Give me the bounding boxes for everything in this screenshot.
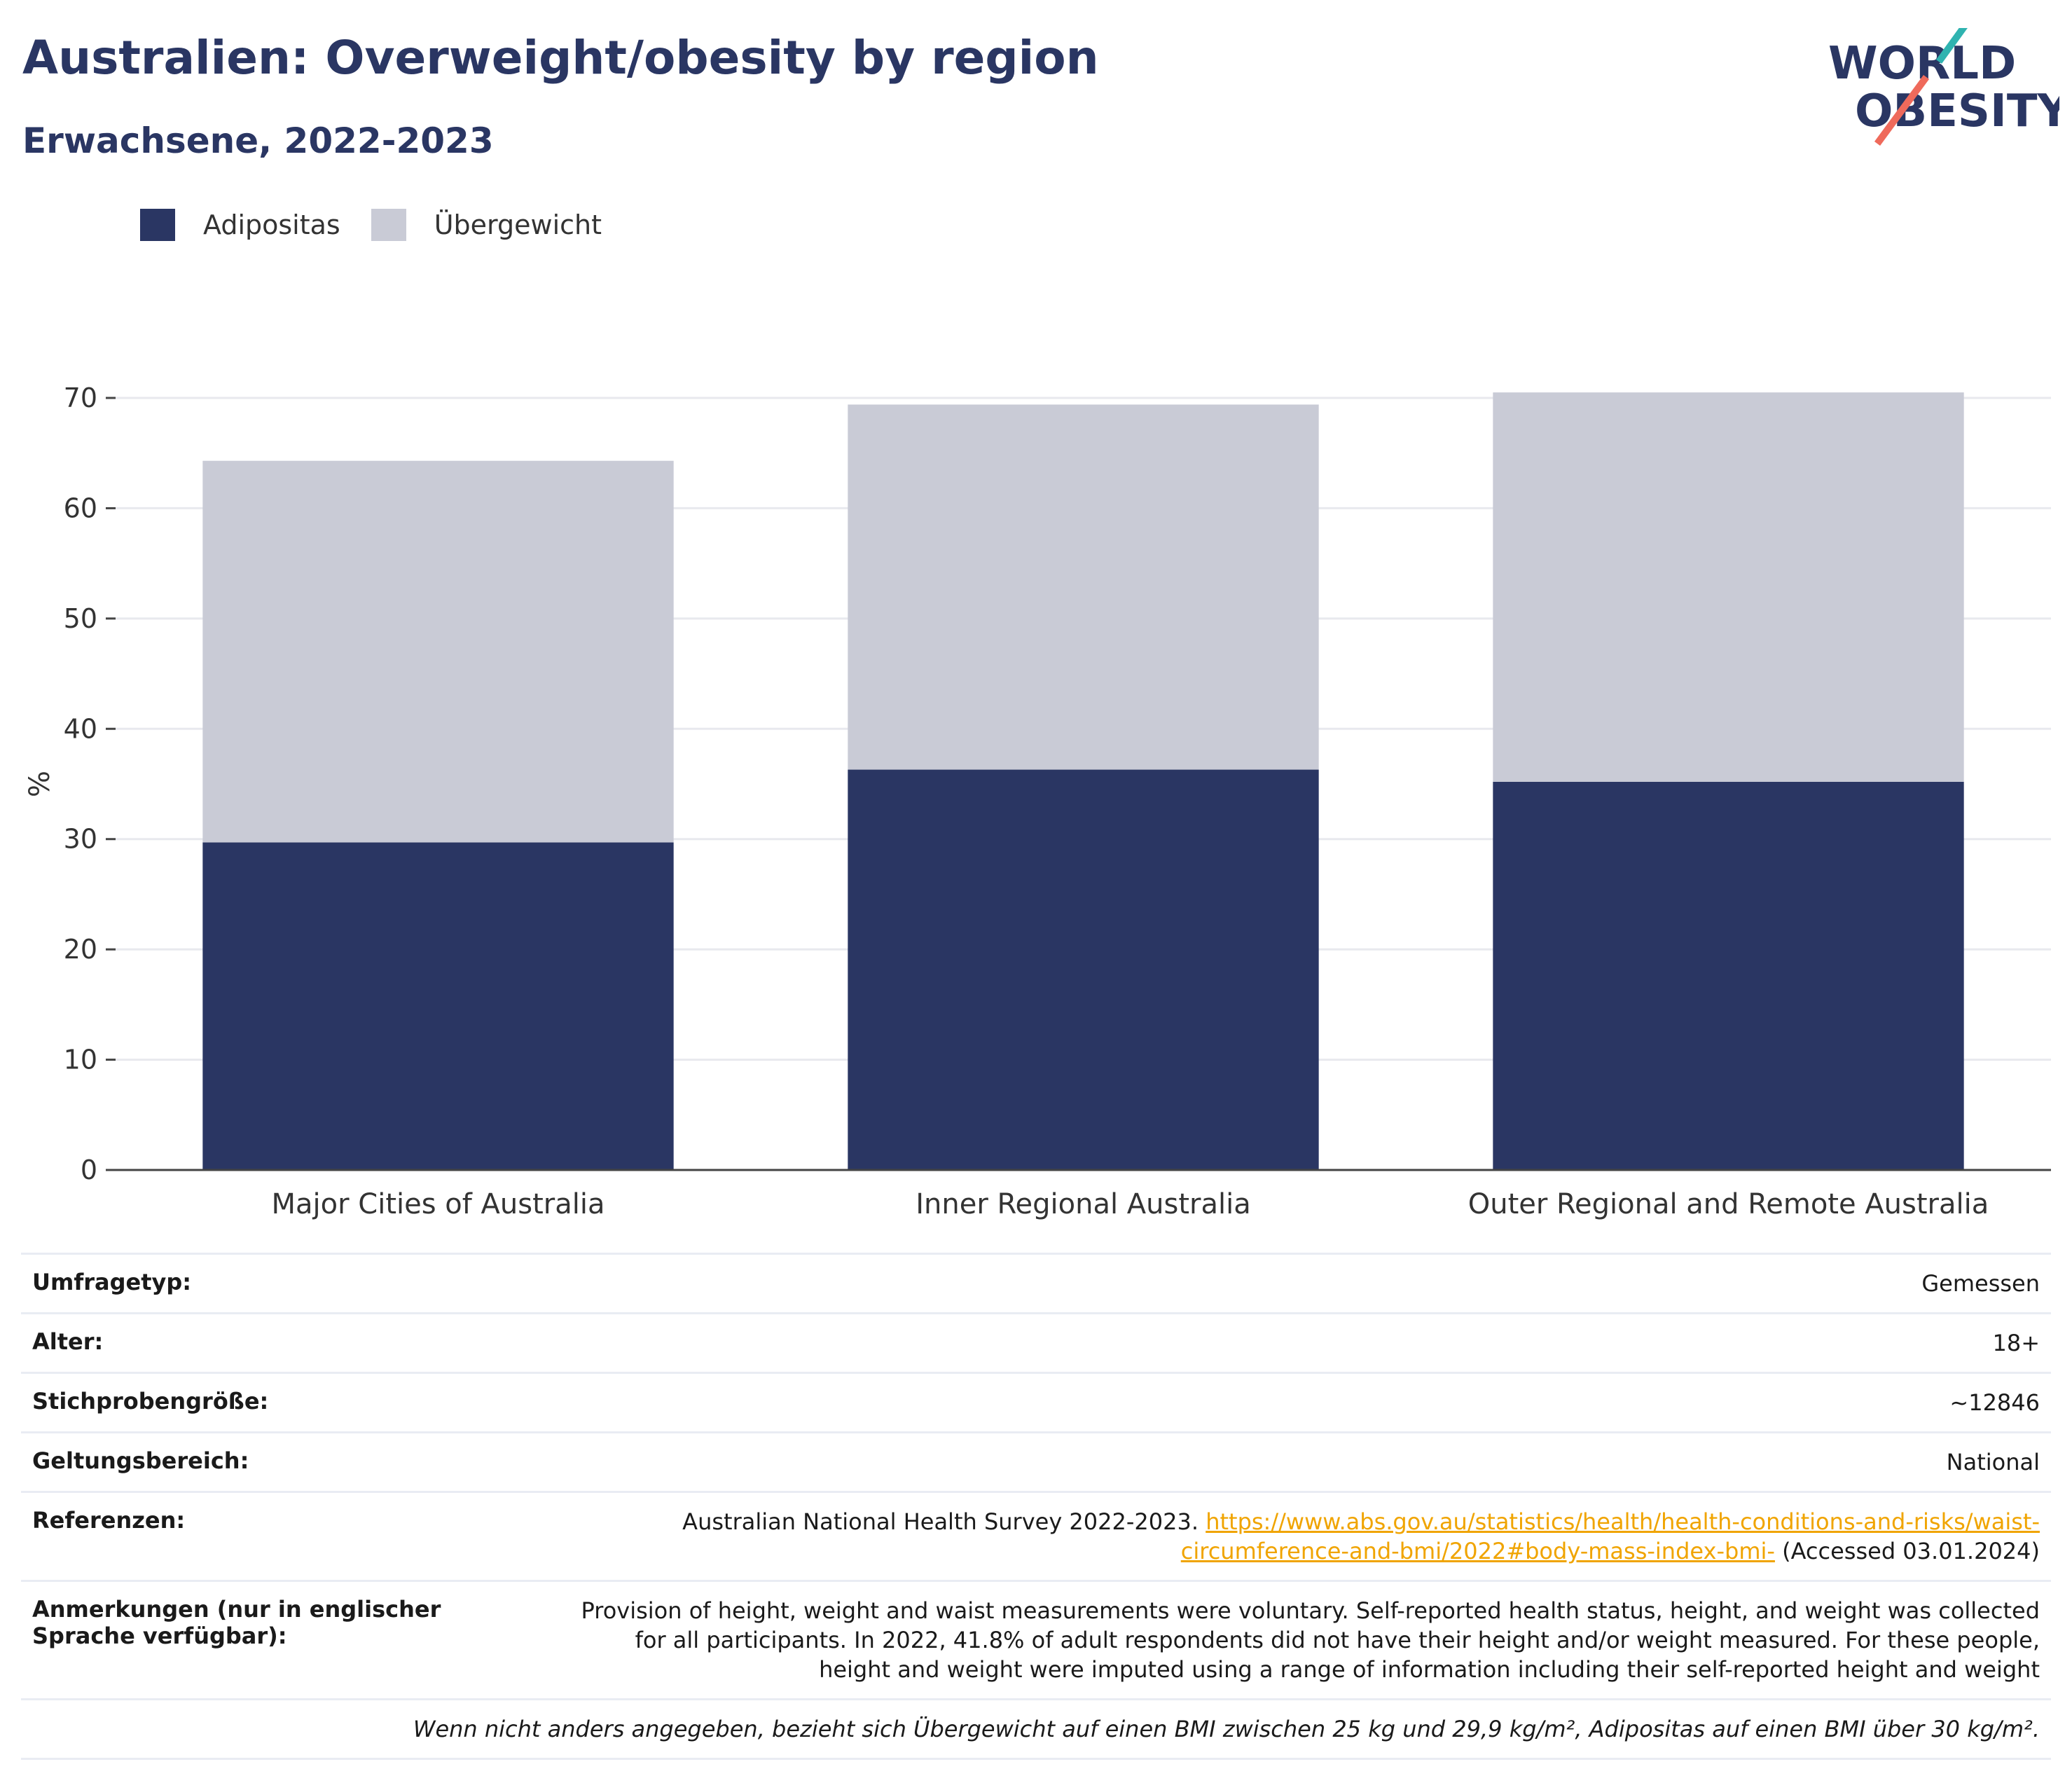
info-value: ~12846 [562, 1372, 2051, 1433]
info-label: Referenzen: [21, 1491, 562, 1581]
reference-accessed: (Accessed 03.01.2024) [1782, 1538, 2040, 1564]
x-tick-label: Inner Regional Australia [916, 1188, 1250, 1220]
info-value: Provision of height, weight and waist me… [562, 1580, 2051, 1700]
bar-adipositas [1493, 781, 1964, 1170]
stacked-bar-chart: 0 10 20 30 40 50 60 70% Major Cities of Australi… [24, 383, 2051, 1220]
chart-title: Australien: Overweight/obesity by region [22, 31, 1099, 85]
y-tick-label: 40 [64, 713, 97, 744]
y-tick-label: 30 [64, 824, 97, 855]
logo-slash-coral [1874, 75, 1930, 146]
info-row-notes: Anmerkungen (nur in englischer Sprache v… [21, 1580, 2051, 1700]
reference-link-line2: circumference-and-bmi/2022#body-mass-ind… [1180, 1538, 1775, 1564]
reference-link-line1: https://www.abs.gov.au/statistics/health… [1206, 1508, 2040, 1535]
bar-adipositas [848, 769, 1319, 1170]
legend-label-adipositas: Adipositas [203, 209, 340, 240]
footnote: Wenn nicht anders angegeben, bezieht sic… [21, 1698, 2051, 1760]
y-tick-label: 50 [64, 603, 97, 634]
info-label: Umfragetyp: [21, 1253, 562, 1314]
y-tick-label: 60 [64, 493, 97, 523]
info-row-footnote: Wenn nicht anders angegeben, bezieht sic… [21, 1698, 2051, 1760]
x-tick-label: Outer Regional and Remote Australia [1468, 1188, 1989, 1220]
legend-item-adipositas[interactable]: Adipositas [140, 209, 340, 241]
bar-uebergewicht [848, 404, 1319, 770]
bar-uebergewicht [1493, 392, 1964, 782]
legend-swatch-uebergewicht [371, 209, 406, 241]
chart-legend: Adipositas Übergewicht [140, 209, 633, 241]
x-tick-label: Major Cities of Australia [272, 1188, 605, 1220]
survey-info-table: Umfragetyp: Gemessen Alter: 18+ Stichpro… [21, 1253, 2051, 1760]
legend-label-uebergewicht: Übergewicht [434, 209, 602, 240]
chart-subtitle: Erwachsene, 2022-2023 [22, 121, 494, 161]
logo-slash-teal [1935, 28, 1968, 64]
info-label: Stichprobengröße: [21, 1372, 562, 1433]
info-value: National [562, 1431, 2051, 1492]
info-value: Australian National Health Survey 2022-2… [562, 1491, 2051, 1581]
bar-uebergewicht [202, 460, 674, 843]
info-value: 18+ [562, 1312, 2051, 1373]
y-tick-label: 0 [81, 1155, 97, 1185]
legend-swatch-adipositas [140, 209, 175, 241]
info-row-sample-size: Stichprobengröße: ~12846 [21, 1372, 2051, 1433]
info-row-references: Referenzen: Australian National Health S… [21, 1491, 2051, 1581]
y-tick-label: 10 [64, 1045, 97, 1075]
info-label: Alter: [21, 1312, 562, 1373]
reference-link[interactable]: https://www.abs.gov.au/statistics/health… [1181, 1508, 2040, 1564]
info-row-scope: Geltungsbereich: National [21, 1431, 2051, 1492]
y-tick-label: 70 [64, 383, 97, 413]
info-value: Gemessen [562, 1253, 2051, 1314]
info-label: Geltungsbereich: [21, 1431, 562, 1492]
info-row-survey-type: Umfragetyp: Gemessen [21, 1253, 2051, 1314]
y-tick-label: 20 [64, 934, 97, 965]
y-axis-label: % [24, 771, 56, 797]
bar-adipositas [202, 842, 674, 1170]
info-row-age: Alter: 18+ [21, 1312, 2051, 1373]
reference-text: Australian National Health Survey 2022-2… [682, 1508, 1199, 1535]
world-obesity-logo: WORLD OBESITY [1828, 28, 2059, 146]
legend-item-uebergewicht[interactable]: Übergewicht [371, 209, 602, 241]
info-label: Anmerkungen (nur in englischer Sprache v… [21, 1580, 562, 1700]
